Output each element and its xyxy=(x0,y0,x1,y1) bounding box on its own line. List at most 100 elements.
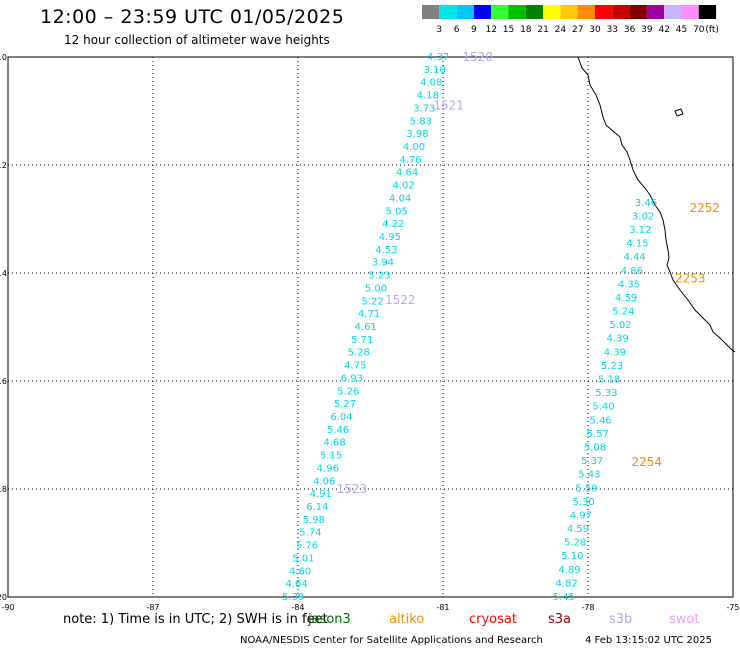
wave-height-value: 3.46 xyxy=(635,198,657,209)
wave-height-value: 4.97 xyxy=(570,510,592,521)
legend-tick-label: 36 xyxy=(624,25,636,35)
lat-tick-label: -18 xyxy=(0,485,7,494)
wave-height-value: 5.46 xyxy=(327,425,349,436)
wave-height-value: 4.61 xyxy=(355,322,377,333)
wave-height-value: 5.22 xyxy=(361,296,383,307)
pass-time-label: 1522 xyxy=(385,293,416,307)
wave-height-value: 4.06 xyxy=(313,476,335,487)
wave-height-value: 5.28 xyxy=(564,538,586,549)
legend-unit: (ft) xyxy=(705,25,719,35)
pass-time-label: 1523 xyxy=(337,482,368,496)
legend-swatch xyxy=(560,5,578,19)
wave-height-value: 5.57 xyxy=(587,429,609,440)
page-subtitle: 12 hour collection of altimeter wave hei… xyxy=(64,33,330,47)
legend-swatch xyxy=(698,5,717,19)
wave-height-value: 5.40 xyxy=(592,402,614,413)
lat-tick-label: -16 xyxy=(0,377,7,386)
wave-height-value: 4.59 xyxy=(615,293,637,304)
wave-height-value: 4.60 xyxy=(289,566,311,577)
wave-height-value: 6.14 xyxy=(306,502,328,513)
legend-tick-label: 18 xyxy=(520,25,532,35)
wave-height-value: 3.12 xyxy=(629,225,651,236)
wave-height-value: 5.15 xyxy=(320,451,342,462)
map-grid xyxy=(7,56,734,598)
wave-height-value: 4.15 xyxy=(626,239,648,250)
legend-swatch xyxy=(629,5,647,19)
lon-tick-label: -78 xyxy=(581,603,594,612)
lon-tick-label: -75 xyxy=(726,603,739,612)
wave-height-value: 5.43 xyxy=(578,470,600,481)
coastline-path xyxy=(577,56,736,353)
legend-tick-label: 33 xyxy=(607,25,618,35)
wave-height-value: 4.76 xyxy=(399,155,421,166)
lat-tick-label: -20 xyxy=(0,593,7,602)
legend-tick-label: 70 xyxy=(693,25,705,35)
wave-height-value: 4.18 xyxy=(417,91,439,102)
legend-swatch xyxy=(473,5,492,19)
footer-credit: NOAA/NESDIS Center for Satellite Applica… xyxy=(240,635,543,646)
wave-height-value: 3.94 xyxy=(372,258,394,269)
wave-height-value: 3.02 xyxy=(632,211,654,222)
wave-height-value: 4.53 xyxy=(375,245,397,256)
wave-height-value: 5.01 xyxy=(292,553,314,564)
wave-height-value: 4.82 xyxy=(556,578,578,589)
note-text: note: 1) Time is in UTC; 2) SWH is in fe… xyxy=(63,612,328,627)
lon-tick-label: -87 xyxy=(146,603,159,612)
legend-tick-label: 42 xyxy=(658,25,669,35)
legend-tick-label: 27 xyxy=(572,25,583,35)
wave-height-value: 5.10 xyxy=(561,551,583,562)
pass-time-label: 2253 xyxy=(675,271,706,285)
legend-swatch xyxy=(439,5,457,19)
legend-tick-label: 6 xyxy=(454,25,460,35)
wave-height-value: 5.45 xyxy=(553,592,575,603)
wave-height-value: 5.59 xyxy=(575,483,597,494)
legend-swatch xyxy=(456,5,474,19)
wave-height-value: 5.30 xyxy=(573,497,595,508)
wave-height-value: 5.74 xyxy=(299,528,321,539)
wave-height-value: 4.22 xyxy=(382,219,404,230)
wave-height-value: 4.37 xyxy=(427,52,449,63)
legend-swatch xyxy=(664,5,682,19)
satellite-label-s3a: s3a xyxy=(548,612,572,627)
wave-height-value: 5.00 xyxy=(365,283,387,294)
wave-height-value: 5.26 xyxy=(337,386,359,397)
wave-height-value: 6.04 xyxy=(330,412,352,423)
satellite-label-swot: swot xyxy=(669,612,700,627)
wave-height-value: 4.44 xyxy=(624,252,646,263)
wave-height-value: 5.98 xyxy=(303,515,325,526)
wave-height-value: 4.75 xyxy=(344,361,366,372)
legend-tick-label: 15 xyxy=(503,25,514,35)
legend-swatch xyxy=(543,5,561,19)
lat-tick-label: -10 xyxy=(0,53,7,62)
legend-swatch xyxy=(577,5,595,19)
wave-height-value: 3.73 xyxy=(413,103,435,114)
wave-height-value: 5.08 xyxy=(584,442,606,453)
wave-height-value: 4.39 xyxy=(607,334,629,345)
wave-height-value: 3.10 xyxy=(424,65,446,76)
legend-tick-label: 39 xyxy=(641,25,653,35)
wave-height-value: 6.93 xyxy=(341,373,363,384)
wave-height-value: 4.91 xyxy=(310,489,332,500)
satellite-label-s3b: s3b xyxy=(609,612,633,627)
color-legend: 3 6 9 12 15 18 21 24 27 30 33 36 39 42 45 70 (ft) xyxy=(422,5,719,35)
legend-tick-label: 30 xyxy=(589,25,601,35)
wave-height-value: 5.05 xyxy=(386,206,408,217)
legend-swatch xyxy=(646,5,665,19)
island-outline xyxy=(674,108,684,117)
wave-height-value: 4.59 xyxy=(567,524,589,535)
legend-swatch xyxy=(508,5,526,19)
wave-height-value: 5.02 xyxy=(609,320,631,331)
wave-height-value: 4.68 xyxy=(323,438,345,449)
wave-height-tracks: 4.37 3.10 4.08 4.183.73 5.83 3.98 4.00 4.76 4.64… xyxy=(282,52,657,603)
wave-height-value: 4.96 xyxy=(317,463,339,474)
wave-height-value: 5.83 xyxy=(410,116,432,127)
legend-swatch xyxy=(681,5,699,19)
lat-tick-label: -12 xyxy=(0,161,7,170)
lon-tick-label: -90 xyxy=(1,603,14,612)
wave-height-value: 3.98 xyxy=(406,129,428,140)
wave-height-value: 4.89 xyxy=(558,565,580,576)
wave-height-value: 5.18 xyxy=(598,375,620,386)
legend-swatch xyxy=(525,5,544,19)
wave-height-value: 4.04 xyxy=(389,193,411,204)
